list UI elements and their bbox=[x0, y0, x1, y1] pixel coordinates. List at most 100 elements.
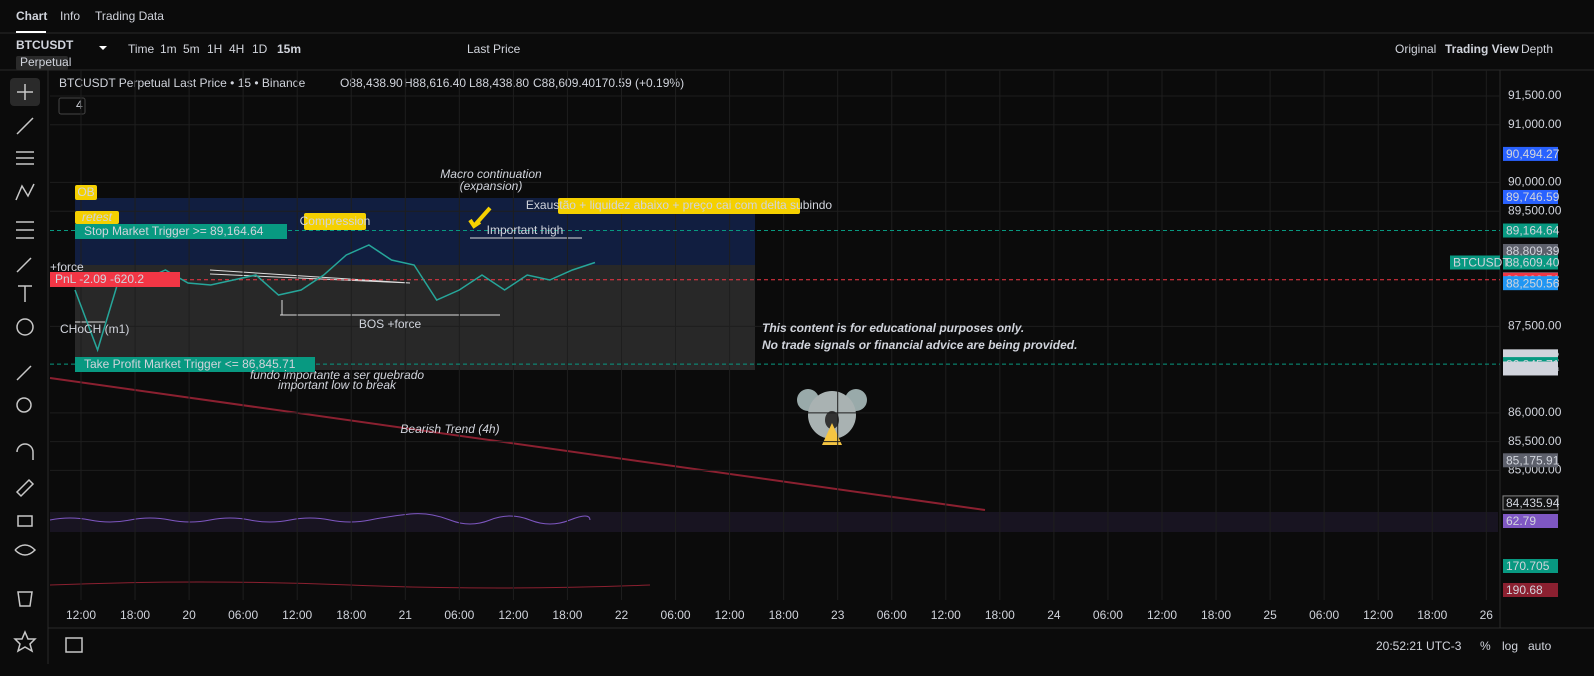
annotation: Compression bbox=[300, 214, 371, 228]
annotation: +force bbox=[50, 260, 84, 274]
x-tick-label: 12:00 bbox=[498, 608, 528, 622]
view-tab[interactable]: Depth bbox=[1521, 42, 1553, 56]
legend-value: H88,616.40 bbox=[404, 76, 466, 90]
y-tick-label: 90,000.00 bbox=[1508, 175, 1562, 189]
x-tick-label: 18:00 bbox=[552, 608, 582, 622]
legend-value: O88,438.90 bbox=[340, 76, 403, 90]
x-tick-label: 06:00 bbox=[877, 608, 907, 622]
price-tag-label: 85,175.91 bbox=[1506, 453, 1560, 467]
x-tick-label: 18:00 bbox=[769, 608, 799, 622]
disclaimer: No trade signals or financial advice are… bbox=[762, 338, 1077, 352]
indicator-value: 170.705 bbox=[1506, 559, 1550, 573]
callout bbox=[75, 185, 97, 200]
position-tag[interactable] bbox=[50, 272, 180, 287]
annotation: (expansion) bbox=[460, 179, 523, 193]
legend-value: L88,438.80 bbox=[469, 76, 529, 90]
scale-option[interactable]: auto bbox=[1528, 639, 1552, 653]
tab-underline bbox=[16, 31, 46, 33]
indicator-value: 62.79 bbox=[1506, 514, 1536, 528]
x-tick-label: 12:00 bbox=[1147, 608, 1177, 622]
volume-ma bbox=[49, 581, 651, 589]
tab[interactable]: Chart bbox=[16, 9, 47, 23]
x-tick-label: 24 bbox=[1047, 608, 1061, 622]
contract: Perpetual bbox=[20, 55, 71, 69]
scale-option[interactable]: log bbox=[1502, 639, 1518, 653]
indicator-toggle[interactable] bbox=[58, 97, 86, 115]
price-source[interactable]: Last Price bbox=[467, 42, 521, 56]
interval[interactable]: 1D bbox=[252, 42, 268, 56]
toolbar[interactable] bbox=[10, 78, 83, 653]
interval[interactable]: Time bbox=[128, 42, 155, 56]
y-tick-label: 85,500.00 bbox=[1508, 434, 1562, 448]
contract-bg bbox=[16, 56, 68, 70]
interval[interactable]: 15m bbox=[277, 42, 301, 56]
symbol[interactable]: BTCUSDT bbox=[16, 38, 74, 52]
price-tag-label: 90,494.27 bbox=[1506, 147, 1560, 161]
legend-title: BTCUSDT Perpetual Last Price • 15 • Bina… bbox=[59, 76, 306, 90]
x-tick-label: 18:00 bbox=[120, 608, 150, 622]
interval[interactable]: 4H bbox=[229, 42, 244, 56]
annotation: Macro continuation bbox=[440, 167, 542, 181]
y-tick-label: 91,500.00 bbox=[1508, 88, 1562, 102]
y-tick-label: 91,000.00 bbox=[1508, 117, 1562, 131]
price-tag bbox=[1503, 255, 1558, 270]
tab[interactable]: Info bbox=[60, 9, 80, 23]
legend-value: 170.59 (+0.19%) bbox=[595, 76, 684, 90]
indicator-tag bbox=[1503, 514, 1558, 528]
annotation: Bearish Trend (4h) bbox=[400, 422, 499, 436]
price-tag bbox=[1503, 276, 1558, 291]
price-tag bbox=[1503, 189, 1558, 204]
indicator-tag bbox=[1503, 583, 1558, 597]
x-tick-label: 06:00 bbox=[444, 608, 474, 622]
disclaimer: This content is for educational purposes… bbox=[762, 321, 1024, 335]
price-tag-label: 86,769.64 bbox=[1506, 362, 1560, 376]
annotation: Important high bbox=[487, 223, 564, 237]
order-tag[interactable] bbox=[75, 357, 315, 372]
view-tab[interactable]: Trading View bbox=[1445, 42, 1519, 56]
annotation: OB bbox=[77, 185, 94, 199]
scale-option[interactable]: % bbox=[1480, 639, 1491, 653]
x-tick-label: 20 bbox=[182, 608, 196, 622]
price-tag bbox=[1503, 223, 1558, 238]
x-tick-label: 18:00 bbox=[985, 608, 1015, 622]
symbol-tag bbox=[1450, 255, 1500, 270]
x-tick-label: 06:00 bbox=[1309, 608, 1339, 622]
annotation: fundo importante a ser quebrado bbox=[250, 368, 424, 382]
indicator-value: 190.68 bbox=[1506, 583, 1543, 597]
annotation: Exaustão + liquidez abaixo + preço cai c… bbox=[526, 198, 833, 212]
x-tick-label: 12:00 bbox=[715, 608, 745, 622]
price-tag-label: 84,435.94 bbox=[1506, 496, 1560, 510]
order-label: Stop Market Trigger >= 89,164.64 bbox=[84, 224, 264, 238]
arrow bbox=[468, 206, 492, 229]
x-tick-label: 18:00 bbox=[1417, 608, 1447, 622]
x-tick-label: 26 bbox=[1480, 608, 1494, 622]
y-tick-label: 86,000.00 bbox=[1508, 405, 1562, 419]
y-tick-label: 89,500.00 bbox=[1508, 203, 1562, 217]
annotation: CHoCH (m1) bbox=[60, 322, 129, 336]
dropdown bbox=[99, 46, 107, 50]
position-qty: -620.2 bbox=[110, 272, 144, 286]
callout bbox=[304, 213, 366, 230]
interval[interactable]: 1m bbox=[160, 42, 177, 56]
tab[interactable]: Trading Data bbox=[95, 9, 164, 23]
view-tab[interactable]: Original bbox=[1395, 42, 1436, 56]
price-tag bbox=[1503, 146, 1558, 161]
indicator-tag bbox=[1503, 559, 1558, 573]
price-tag-label: 88,250.56 bbox=[1506, 276, 1560, 290]
x-tick-label: 21 bbox=[399, 608, 413, 622]
callout bbox=[75, 211, 119, 224]
drawing bbox=[75, 237, 582, 323]
x-tick-label: 22 bbox=[615, 608, 629, 622]
annotation: retest bbox=[82, 210, 113, 224]
interval[interactable]: 1H bbox=[207, 42, 222, 56]
price-tag bbox=[1503, 243, 1558, 258]
x-tick-label: 06:00 bbox=[661, 608, 691, 622]
x-tick-label: 12:00 bbox=[66, 608, 96, 622]
order-tag[interactable] bbox=[75, 224, 287, 239]
indicator-count: 4 bbox=[76, 98, 83, 112]
order-label: Take Profit Market Trigger <= 86,845.71 bbox=[84, 357, 296, 371]
interval[interactable]: 5m bbox=[183, 42, 200, 56]
price-tag-label: 88,609.40 bbox=[1506, 256, 1560, 270]
